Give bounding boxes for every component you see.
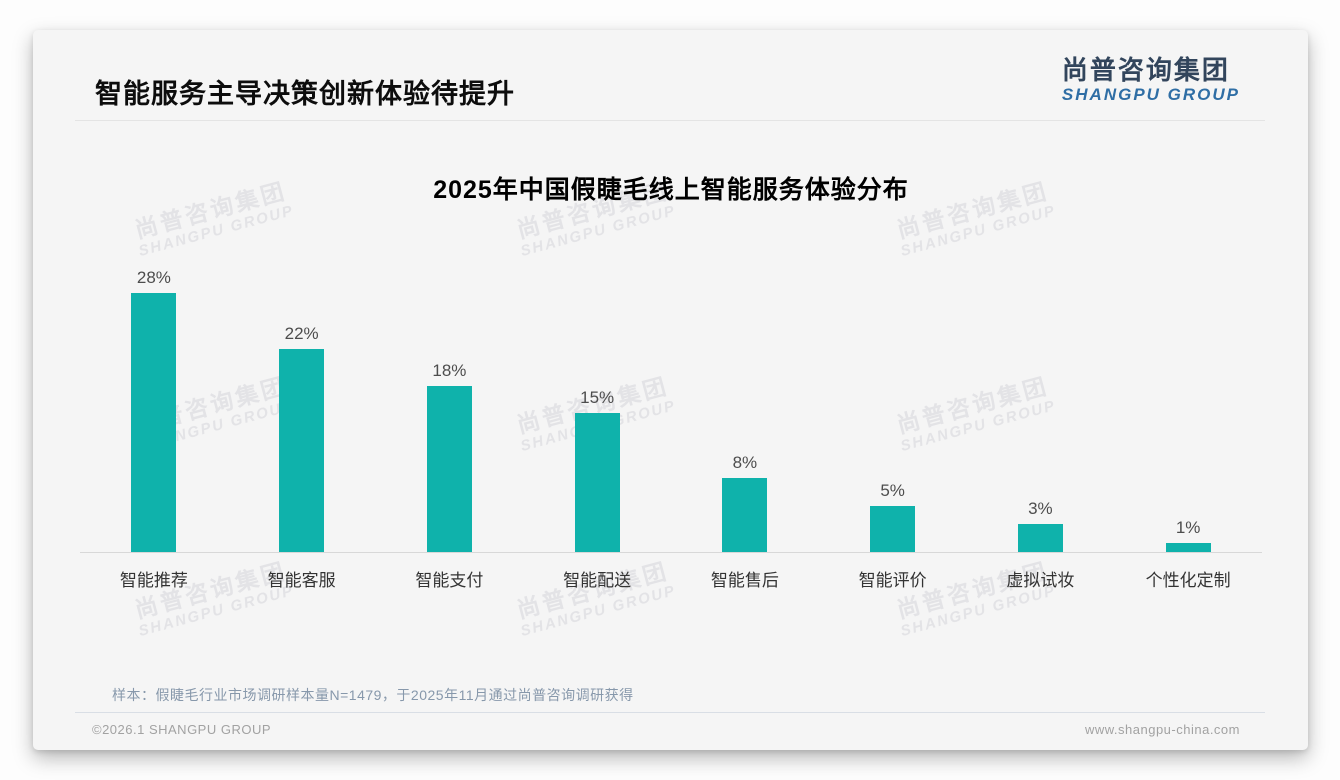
category-column: 智能支付 <box>376 553 524 591</box>
category-column: 智能客服 <box>228 553 376 591</box>
chart-plot-area: 28% 22% 18% 15% 8% 5% 3% 1% <box>80 253 1262 553</box>
bar-column: 3% <box>967 499 1115 552</box>
bar-value-label: 18% <box>432 360 467 380</box>
header-divider <box>75 120 1265 121</box>
category-column: 个性化定制 <box>1114 553 1262 591</box>
bar-value-label: 1% <box>1175 517 1201 537</box>
bar-value-label: 8% <box>732 453 758 472</box>
copyright-text: ©2026.1 SHANGPU GROUP <box>92 722 272 737</box>
bar <box>1165 542 1211 552</box>
sample-note: 样本：假睫毛行业市场调研样本量N=1479，于2025年11月通过尚普咨询调研获… <box>112 687 634 703</box>
category-column: 智能评价 <box>819 553 967 591</box>
bar <box>1017 524 1063 552</box>
bar-value-label: 15% <box>580 388 615 408</box>
bar-value-label: 28% <box>136 268 171 287</box>
bar-column: 15% <box>523 388 671 552</box>
bar-category-label: 智能评价 <box>858 571 927 590</box>
bar <box>722 478 768 552</box>
bar-column: 1% <box>1114 518 1262 552</box>
category-column: 智能推荐 <box>80 553 228 591</box>
bar <box>426 385 472 552</box>
chart-category-axis: 智能推荐 智能客服 智能支付 智能配送 智能售后 智能评价 虚拟试妆 个性化定制 <box>80 553 1262 591</box>
bar-column: 18% <box>376 360 524 552</box>
company-logo: 尚普咨询集团 SHANGPU GROUP <box>1062 56 1240 105</box>
bar <box>131 293 177 552</box>
website-url: www.shangpu-china.com <box>1084 722 1240 737</box>
bar-category-label: 智能配送 <box>563 571 632 590</box>
logo-english-text: SHANGPU GROUP <box>1061 84 1240 104</box>
bar-category-label: 个性化定制 <box>1145 571 1231 590</box>
bar-column: 5% <box>819 481 967 552</box>
bar-category-label: 智能客服 <box>267 571 336 590</box>
bar-category-label: 虚拟试妆 <box>1006 571 1075 590</box>
logo-chinese-text: 尚普咨询集团 <box>1061 55 1230 85</box>
bar-value-label: 5% <box>880 480 905 500</box>
bar-category-label: 智能售后 <box>710 571 779 590</box>
footer: ©2026.1 SHANGPU GROUP www.shangpu-china.… <box>33 722 1308 737</box>
category-column: 智能售后 <box>671 553 819 591</box>
bar-category-label: 智能推荐 <box>119 571 188 590</box>
bar-column: 28% <box>80 268 228 552</box>
page-title: 智能服务主导决策创新体验待提升 <box>95 79 515 109</box>
bar-category-label: 智能支付 <box>415 571 484 590</box>
bar <box>870 505 916 552</box>
slide-card: 尚普咨询集团 SHANGPU GROUP 尚普咨询集团 SHANGPU GROUP 尚普… <box>33 30 1308 750</box>
slide-content: 智能服务主导决策创新体验待提升 尚普咨询集团 SHANGPU GROUP 202… <box>33 30 1308 750</box>
bar <box>279 348 325 552</box>
footer-divider <box>75 712 1265 713</box>
category-column: 智能配送 <box>523 553 671 591</box>
chart-title: 2025年中国假睫毛线上智能服务体验分布 <box>433 176 909 204</box>
bar-column: 8% <box>671 453 819 552</box>
bar-chart: 28% 22% 18% 15% 8% 5% 3% 1% 智能推荐 智能客服 智能支付 智能配送 智能售… <box>80 253 1262 591</box>
category-column: 虚拟试妆 <box>967 553 1115 591</box>
bar-column: 22% <box>228 323 376 552</box>
bar-value-label: 22% <box>284 323 319 343</box>
bar-value-label: 3% <box>1028 499 1053 519</box>
bar <box>574 413 620 552</box>
